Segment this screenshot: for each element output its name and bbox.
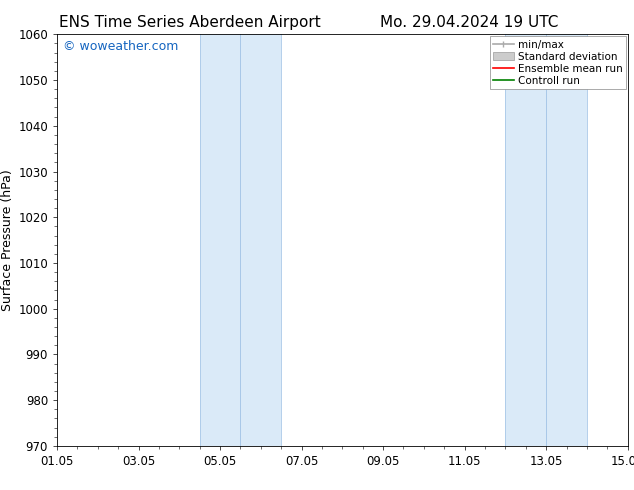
- Bar: [505, 34, 546, 446]
- Text: Mo. 29.04.2024 19 UTC: Mo. 29.04.2024 19 UTC: [380, 15, 559, 30]
- Y-axis label: Surface Pressure (hPa): Surface Pressure (hPa): [1, 169, 14, 311]
- Legend: min/max, Standard deviation, Ensemble mean run, Controll run: min/max, Standard deviation, Ensemble me…: [489, 36, 626, 89]
- Bar: [200, 34, 240, 446]
- Text: ENS Time Series Aberdeen Airport: ENS Time Series Aberdeen Airport: [60, 15, 321, 30]
- Bar: [546, 34, 587, 446]
- Bar: [240, 34, 281, 446]
- Text: © woweather.com: © woweather.com: [63, 41, 178, 53]
